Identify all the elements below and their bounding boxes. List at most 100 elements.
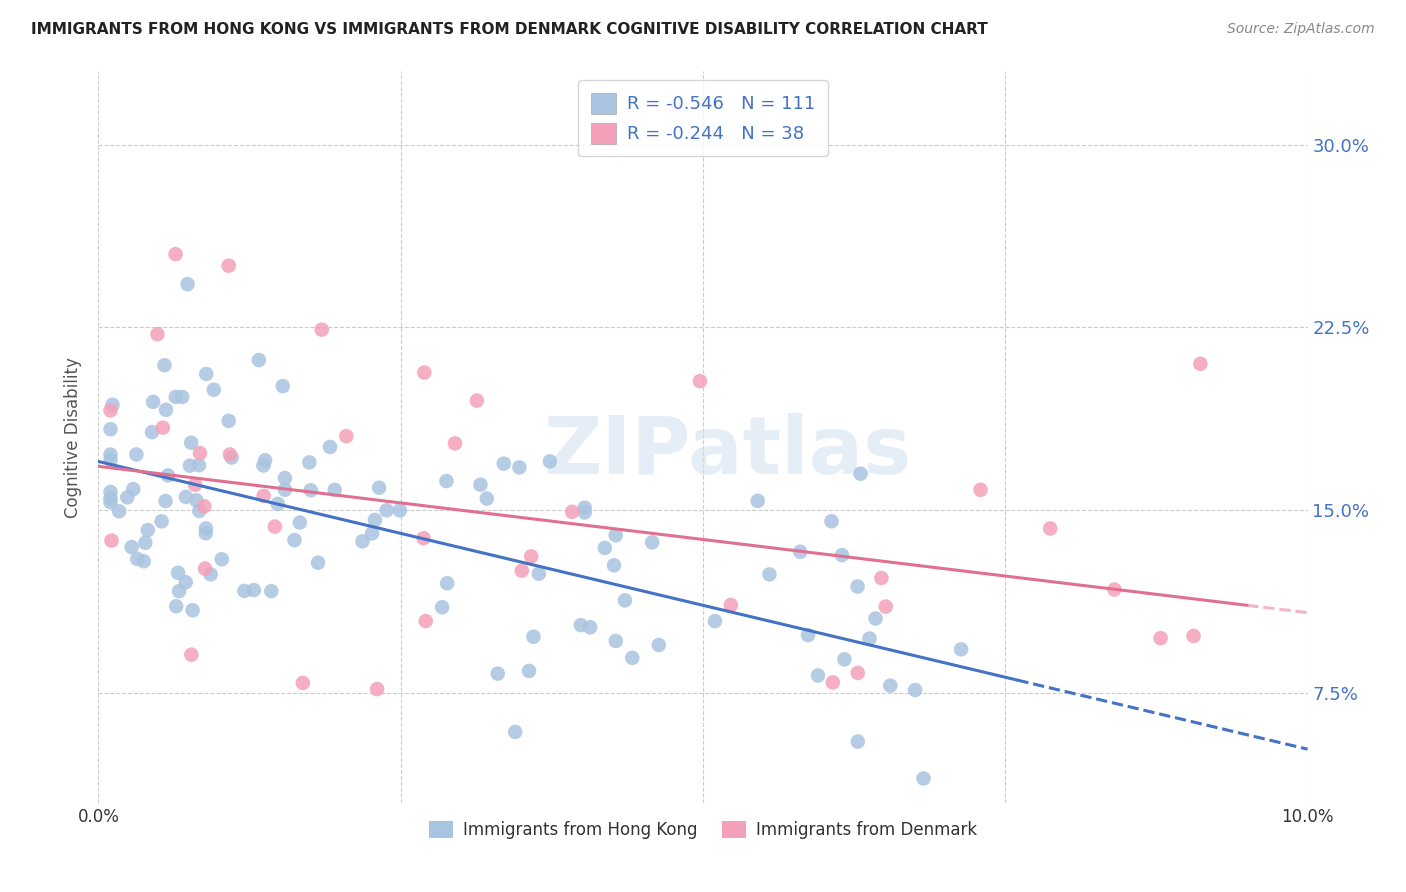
Point — [388, 503, 411, 517]
Point — [605, 528, 627, 542]
Point — [188, 446, 211, 460]
Point — [444, 436, 467, 450]
Point — [193, 500, 215, 514]
Point — [186, 493, 208, 508]
Point — [172, 390, 194, 404]
Point — [274, 471, 297, 485]
Point — [807, 668, 830, 682]
Point — [517, 664, 540, 678]
Point — [831, 548, 853, 562]
Point — [846, 580, 869, 594]
Point — [510, 564, 533, 578]
Point — [299, 483, 322, 498]
Point — [538, 454, 561, 468]
Point — [613, 593, 636, 607]
Point — [153, 358, 176, 372]
Point — [413, 366, 436, 380]
Point — [797, 628, 820, 642]
Point — [267, 497, 290, 511]
Point — [503, 725, 526, 739]
Point — [200, 567, 222, 582]
Point — [180, 648, 202, 662]
Point — [574, 500, 596, 515]
Point — [1189, 357, 1212, 371]
Point — [319, 440, 342, 454]
Point — [603, 558, 626, 573]
Point — [621, 651, 644, 665]
Point — [307, 556, 329, 570]
Point — [858, 632, 880, 646]
Point — [263, 519, 285, 533]
Point — [1182, 629, 1205, 643]
Point — [849, 467, 872, 481]
Point — [247, 353, 270, 368]
Point — [150, 514, 173, 528]
Point — [194, 521, 217, 535]
Point — [311, 323, 333, 337]
Point — [412, 531, 434, 545]
Point — [875, 599, 897, 614]
Point — [298, 455, 321, 469]
Point — [152, 420, 174, 434]
Point — [470, 477, 492, 491]
Text: IMMIGRANTS FROM HONG KONG VS IMMIGRANTS FROM DENMARK COGNITIVE DISABILITY CORREL: IMMIGRANTS FROM HONG KONG VS IMMIGRANTS … — [31, 22, 987, 37]
Point — [492, 457, 515, 471]
Point — [100, 452, 122, 467]
Point — [361, 526, 384, 541]
Point — [184, 477, 207, 491]
Point — [218, 414, 240, 428]
Point — [1104, 582, 1126, 597]
Text: ZIPatlas: ZIPatlas — [543, 413, 911, 491]
Point — [134, 536, 156, 550]
Point — [142, 395, 165, 409]
Point — [641, 535, 664, 549]
Point — [155, 402, 177, 417]
Point — [100, 422, 122, 436]
Point — [465, 393, 488, 408]
Point — [475, 491, 498, 506]
Point — [211, 552, 233, 566]
Point — [1149, 631, 1171, 645]
Point — [283, 533, 305, 548]
Point — [574, 506, 596, 520]
Point — [167, 566, 190, 580]
Point — [221, 450, 243, 465]
Point — [375, 503, 398, 517]
Point — [125, 447, 148, 461]
Point — [127, 552, 149, 566]
Point — [368, 481, 391, 495]
Point — [969, 483, 991, 497]
Point — [101, 398, 124, 412]
Point — [194, 562, 217, 576]
Point — [188, 458, 211, 473]
Point — [648, 638, 671, 652]
Point — [155, 494, 177, 508]
Point — [180, 435, 202, 450]
Point — [747, 493, 769, 508]
Point — [100, 491, 122, 506]
Point — [194, 526, 217, 541]
Point — [834, 652, 856, 666]
Point — [486, 666, 509, 681]
Point — [188, 504, 211, 518]
Point — [121, 540, 143, 554]
Point — [202, 383, 225, 397]
Point — [167, 584, 190, 599]
Point — [846, 665, 869, 680]
Point — [704, 614, 727, 628]
Point — [561, 505, 583, 519]
Point — [430, 600, 453, 615]
Point — [146, 327, 169, 342]
Point — [720, 598, 742, 612]
Point — [593, 541, 616, 555]
Point — [252, 489, 274, 503]
Point — [1039, 521, 1062, 535]
Point — [870, 571, 893, 585]
Point — [821, 675, 844, 690]
Point — [271, 379, 294, 393]
Point — [254, 453, 277, 467]
Point — [141, 425, 163, 439]
Point — [252, 458, 274, 473]
Point — [579, 620, 602, 634]
Point — [100, 403, 122, 417]
